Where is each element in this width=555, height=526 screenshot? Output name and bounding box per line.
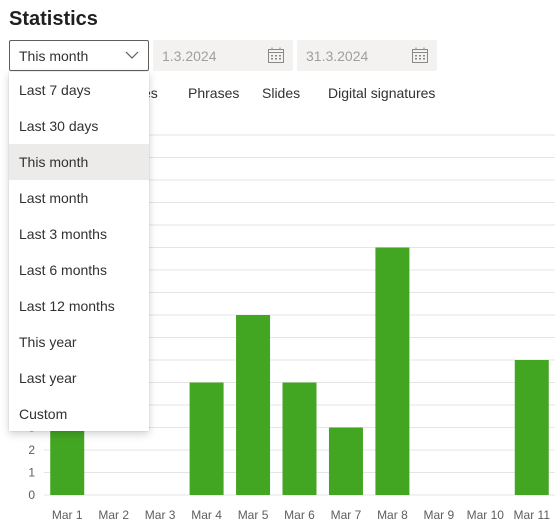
bar [514, 360, 549, 495]
x-tick-label: Mar 9 [424, 508, 455, 522]
menu-item-this-month[interactable]: This month [9, 144, 149, 180]
date-to-field[interactable]: 31.3.2024 [297, 40, 437, 71]
x-tick-label: Mar 11 [514, 508, 551, 522]
x-tick-label: Mar 5 [238, 508, 269, 522]
menu-item-last-month[interactable]: Last month [19, 190, 89, 206]
y-tick-label: 1 [28, 466, 35, 480]
menu-item-last-30-days[interactable]: Last 30 days [19, 118, 99, 134]
y-tick-label: 2 [28, 443, 35, 457]
period-select[interactable]: This month [9, 40, 149, 71]
date-from-field[interactable]: 1.3.2024 [153, 40, 293, 71]
stats-tabs: es Phrases Slides Digital signatures [0, 85, 555, 105]
date-from-value: 1.3.2024 [162, 48, 217, 64]
tab-digital-signatures[interactable]: Digital signatures [328, 85, 436, 101]
bar [328, 427, 363, 495]
chevron-down-icon [125, 51, 139, 59]
tab-phrases[interactable]: Phrases [188, 85, 240, 101]
menu-item-last-year[interactable]: Last year [19, 370, 77, 386]
menu-item-last-7-days[interactable]: Last 7 days [19, 82, 91, 98]
date-to-value: 31.3.2024 [306, 48, 369, 64]
bar [50, 427, 85, 495]
page-title: Statistics [9, 8, 98, 30]
bar [236, 315, 271, 495]
menu-item-this-year[interactable]: This year [19, 334, 77, 350]
y-tick-label: 0 [28, 488, 35, 502]
x-tick-label: Mar 8 [377, 508, 408, 522]
x-tick-label: Mar 4 [191, 508, 222, 522]
calendar-icon [268, 47, 284, 63]
bar [189, 382, 224, 495]
period-dropdown-menu: Last 7 days Last 30 days This month Last mo… [9, 72, 149, 431]
x-tick-label: Mar 1 [52, 508, 83, 522]
bar [375, 247, 410, 495]
calendar-icon [412, 47, 428, 63]
menu-item-last-12-months[interactable]: Last 12 months [19, 298, 115, 314]
tab-slides[interactable]: Slides [262, 85, 301, 101]
menu-item-last-6-months[interactable]: Last 6 months [19, 262, 107, 278]
x-tick-label: Mar 3 [145, 508, 176, 522]
x-tick-label: Mar 6 [284, 508, 315, 522]
period-select-value: This month [19, 48, 89, 64]
menu-item-custom[interactable]: Custom [19, 406, 68, 422]
bar [282, 382, 317, 495]
x-tick-label: Mar 2 [98, 508, 129, 522]
x-tick-label: Mar 10 [467, 508, 505, 522]
x-tick-label: Mar 7 [331, 508, 362, 522]
menu-item-last-3-months[interactable]: Last 3 months [19, 226, 107, 242]
